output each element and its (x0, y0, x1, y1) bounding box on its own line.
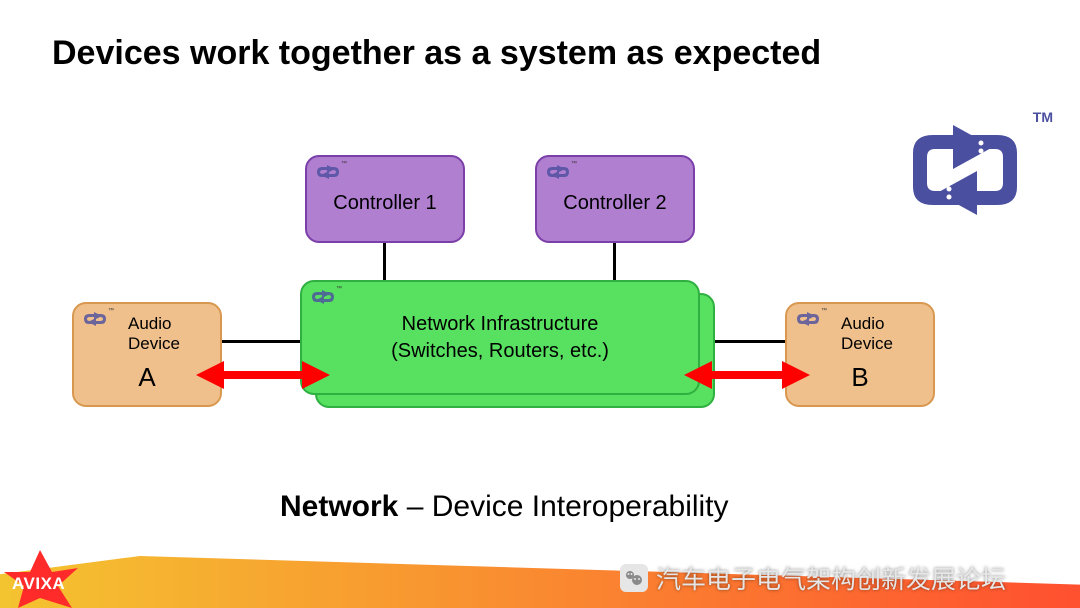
node-controller-2: ™ Controller 2 (535, 155, 695, 243)
tm-mark: ™ (821, 308, 827, 314)
connector (222, 340, 300, 343)
node-label: Network Infrastructure (302, 311, 698, 338)
brand-logo: TM (895, 115, 1035, 225)
connector (613, 243, 616, 280)
swap-icon (315, 163, 341, 181)
tm-mark: TM (1033, 109, 1053, 125)
connector (383, 243, 386, 280)
tm-mark: ™ (571, 161, 577, 167)
node-network: ™ Network Infrastructure (Switches, Rout… (300, 280, 700, 395)
swap-icon (545, 163, 571, 181)
node-device-a: ™ Audio Device A (72, 302, 222, 407)
avixa-text: AVIXA (12, 574, 65, 594)
node-label: Audio (841, 314, 893, 334)
node-label: Audio (128, 314, 180, 334)
subtitle-bold: Network (280, 490, 398, 523)
swap-icon (795, 310, 821, 328)
avixa-logo: AVIXA (0, 548, 110, 608)
tm-mark: ™ (108, 308, 114, 314)
connector (715, 340, 785, 343)
swap-icon (310, 288, 336, 306)
node-label: Device (128, 334, 180, 354)
wechat-icon (620, 564, 648, 592)
swap-icon (82, 310, 108, 328)
node-label: Device (841, 334, 893, 354)
node-controller-1: ™ Controller 1 (305, 155, 465, 243)
subtitle-rest: – Device Interoperability (398, 490, 728, 523)
node-label: Controller 1 (307, 192, 463, 215)
slide-subtitle: Network – Device Interoperability (280, 490, 729, 524)
wechat-watermark: 汽车电子电气架构创新发展论坛 (620, 560, 1006, 596)
wechat-text: 汽车电子电气架构创新发展论坛 (656, 560, 1006, 596)
node-label: Controller 2 (537, 192, 693, 215)
node-device-b: ™ Audio Device B (785, 302, 935, 407)
tm-mark: ™ (341, 161, 347, 167)
slide-title: Devices work together as a system as exp… (52, 34, 821, 73)
node-label: (Switches, Routers, etc.) (302, 338, 698, 365)
tm-mark: ™ (336, 286, 342, 292)
